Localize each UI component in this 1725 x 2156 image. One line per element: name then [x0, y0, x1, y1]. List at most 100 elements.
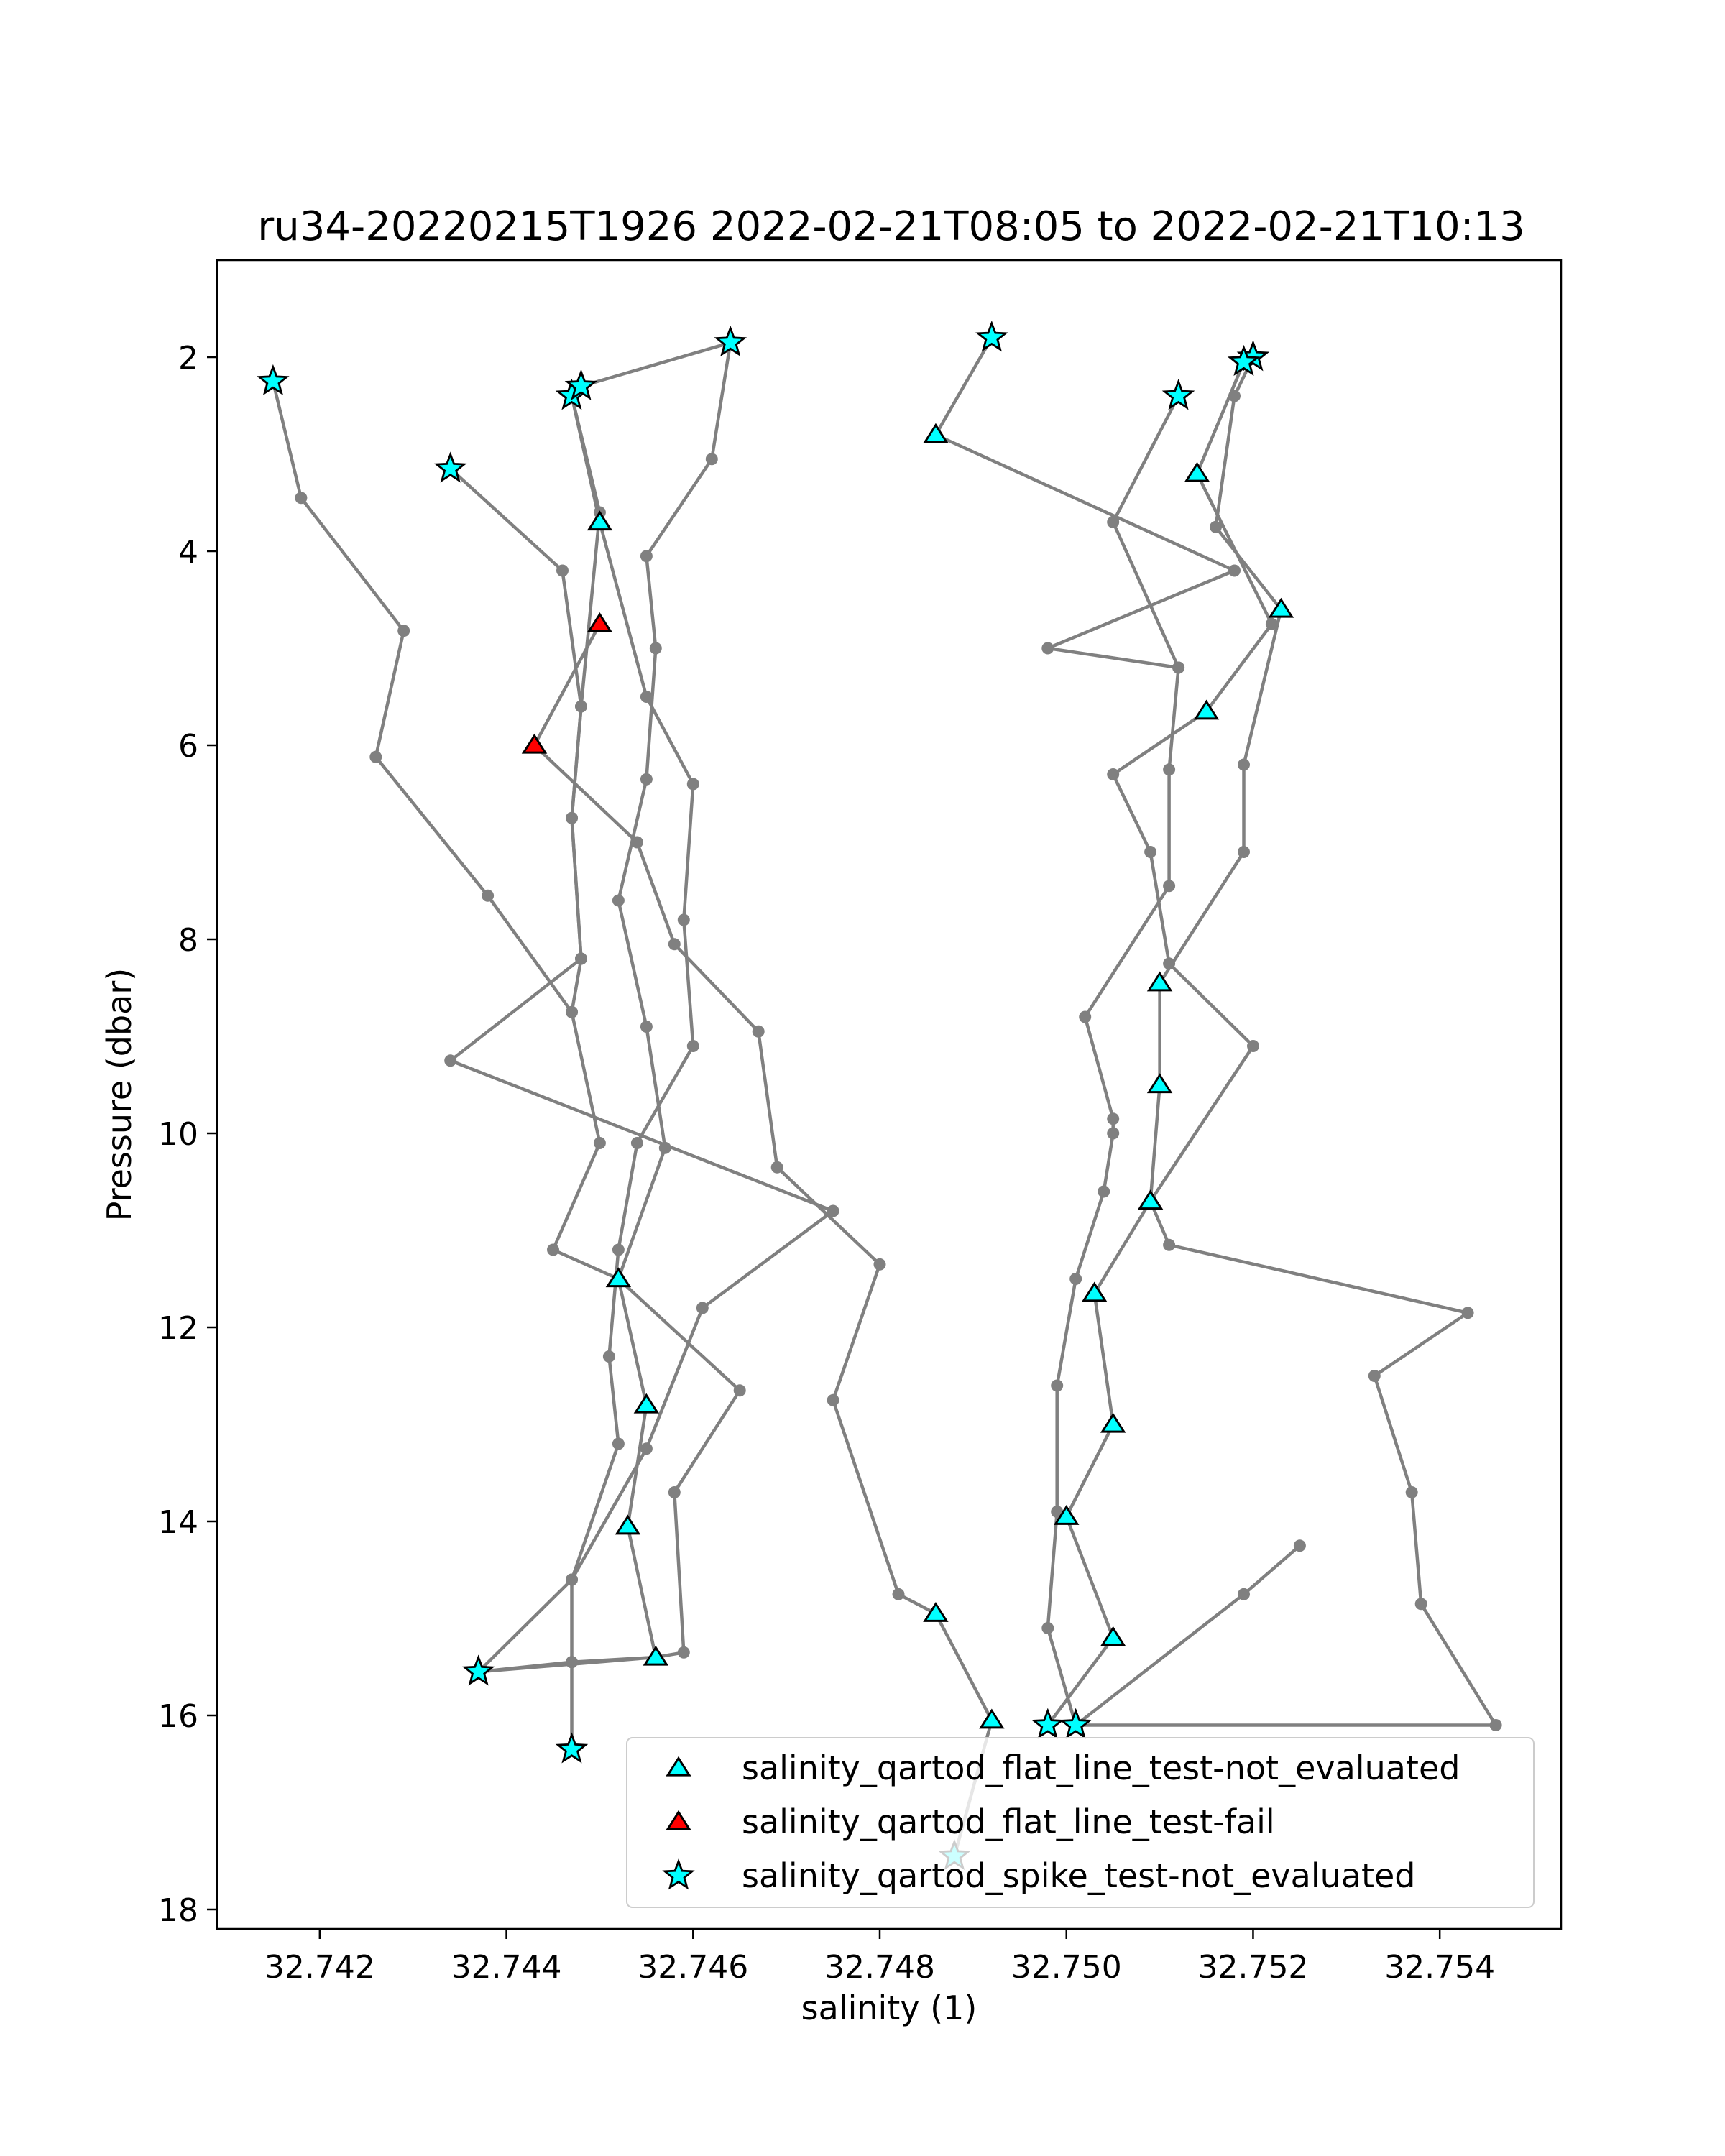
profile-point [668, 938, 681, 951]
legend-markers [662, 1756, 695, 1890]
flat-line-not-evaluated-marker [1054, 1504, 1080, 1525]
legend: salinity_qartod_flat_line_test-not_evalu… [626, 1737, 1535, 1908]
profile-point [1098, 1185, 1110, 1198]
y-tick-label: 8 [178, 922, 198, 959]
flat-line-not-evaluated-marker [633, 1393, 660, 1414]
profile-point [556, 564, 569, 577]
spike-not-evaluated-marker [461, 1654, 495, 1686]
plot-area [257, 321, 1502, 1871]
flat-line-not-evaluated-marker [643, 1645, 669, 1666]
profile-point [397, 625, 410, 637]
legend-label-spike-not-evaluated: salinity_qartod_spike_test-not_evaluated [742, 1856, 1415, 1895]
profile-point [1051, 1506, 1064, 1518]
y-tick-label: 12 [158, 1310, 198, 1347]
flat-line-not-evaluated-marker [1193, 699, 1220, 720]
profile-point [640, 1442, 653, 1455]
profile-point [677, 1646, 690, 1659]
x-tick-label: 32.750 [1011, 1949, 1122, 1986]
profile-line [478, 1011, 742, 1674]
profile-point [892, 1588, 905, 1600]
flat-line-fail-marker [521, 733, 548, 754]
profile-point [1041, 1622, 1054, 1634]
flat-line-not-evaluated-marker [1137, 1189, 1164, 1210]
profile-point [612, 1437, 625, 1450]
profile-line [271, 341, 732, 1674]
profile-point [369, 750, 382, 763]
flat-line-not-evaluated-marker [979, 1708, 1005, 1729]
profile-point [612, 1243, 625, 1256]
profile-point [696, 1302, 709, 1314]
profile-point [482, 889, 494, 902]
profile-point [1414, 1598, 1427, 1611]
flat-line-not-evaluated-marker [1146, 1073, 1173, 1094]
profile-line [1046, 667, 1301, 1727]
profile-point [575, 952, 587, 965]
x-tick-label: 32.752 [1197, 1949, 1308, 1986]
profile-point [1051, 1379, 1064, 1392]
legend-marker-triangle [666, 1810, 691, 1830]
flat-line-not-evaluated-marker [1100, 1412, 1126, 1433]
profile-point [827, 1204, 840, 1217]
flat-line-not-evaluated-marker [1100, 1626, 1126, 1646]
profile-point [640, 550, 653, 563]
axes: 32.742 32.744 32.746 32.748 32.750 32.752 32.7… [158, 340, 1495, 1986]
profile-point [770, 1161, 783, 1174]
legend-marker-star [662, 1858, 695, 1890]
flat-line-not-evaluated-marker [1081, 1281, 1108, 1302]
flat-line-fail-marker [586, 612, 613, 632]
profile-point [593, 1137, 606, 1149]
profile-point [602, 1350, 615, 1363]
flat-line-not-evaluated-marker [586, 510, 613, 531]
y-tick-label: 16 [158, 1698, 198, 1735]
flat-line-not-evaluated-marker [1268, 597, 1294, 618]
profile-line [1046, 356, 1283, 1726]
profile-point [1172, 661, 1185, 674]
x-axis-label: salinity (1) [801, 1989, 978, 2027]
axes-frame [216, 259, 1563, 1930]
flat-line-not-evaluated-marker [923, 423, 949, 443]
profile-point [1107, 768, 1120, 780]
profile-point [612, 894, 625, 907]
x-tick-label: 32.746 [638, 1949, 748, 1986]
profile-point [1079, 1010, 1092, 1023]
profile-point [547, 1243, 559, 1256]
profile-point [686, 778, 699, 791]
profile-point [1163, 957, 1176, 970]
profile-point [1107, 516, 1120, 528]
spike-not-evaluated-marker [714, 325, 748, 357]
spike-not-evaluated-marker [555, 1732, 589, 1764]
spike-not-evaluated-marker [1162, 379, 1195, 410]
spike-not-evaluated-marker [1031, 1708, 1064, 1739]
profile-point [1163, 763, 1176, 776]
y-tick-label: 4 [178, 534, 198, 571]
profile-point [566, 811, 578, 824]
profile-point [295, 492, 308, 505]
profile-point [1144, 846, 1157, 858]
x-tick-label: 32.754 [1384, 1949, 1495, 1986]
y-axis-label: Pressure (dbar) [100, 968, 139, 1221]
profile-point [444, 1054, 457, 1067]
y-tick-label: 18 [158, 1892, 198, 1929]
spike-not-evaluated-marker [975, 321, 1008, 352]
flat-line-not-evaluated-marker [605, 1267, 632, 1288]
y-tick-label: 6 [178, 728, 198, 765]
spike-not-evaluated-marker [1059, 1708, 1092, 1739]
profile-point [1247, 1040, 1259, 1052]
profile-point [1238, 846, 1250, 858]
profile-point [668, 1486, 681, 1498]
profile-point [1210, 520, 1222, 533]
flat-line-not-evaluated-marker [1146, 971, 1173, 992]
profile-point [630, 836, 643, 849]
profile-point [640, 1021, 653, 1033]
spike-not-evaluated-marker [433, 451, 467, 483]
profile-point [1228, 564, 1241, 577]
spike-not-evaluated-marker [257, 364, 290, 396]
x-tick-label: 32.742 [264, 1949, 375, 1986]
profile-line [533, 623, 994, 1857]
y-tick-label: 2 [178, 340, 198, 377]
profile-point [1368, 1370, 1381, 1382]
legend-label-flat-line-fail: salinity_qartod_flat_line_test-fail [742, 1802, 1275, 1841]
profile-point [649, 642, 662, 655]
x-tick-label: 32.748 [824, 1949, 935, 1986]
profile-point [686, 1040, 699, 1052]
